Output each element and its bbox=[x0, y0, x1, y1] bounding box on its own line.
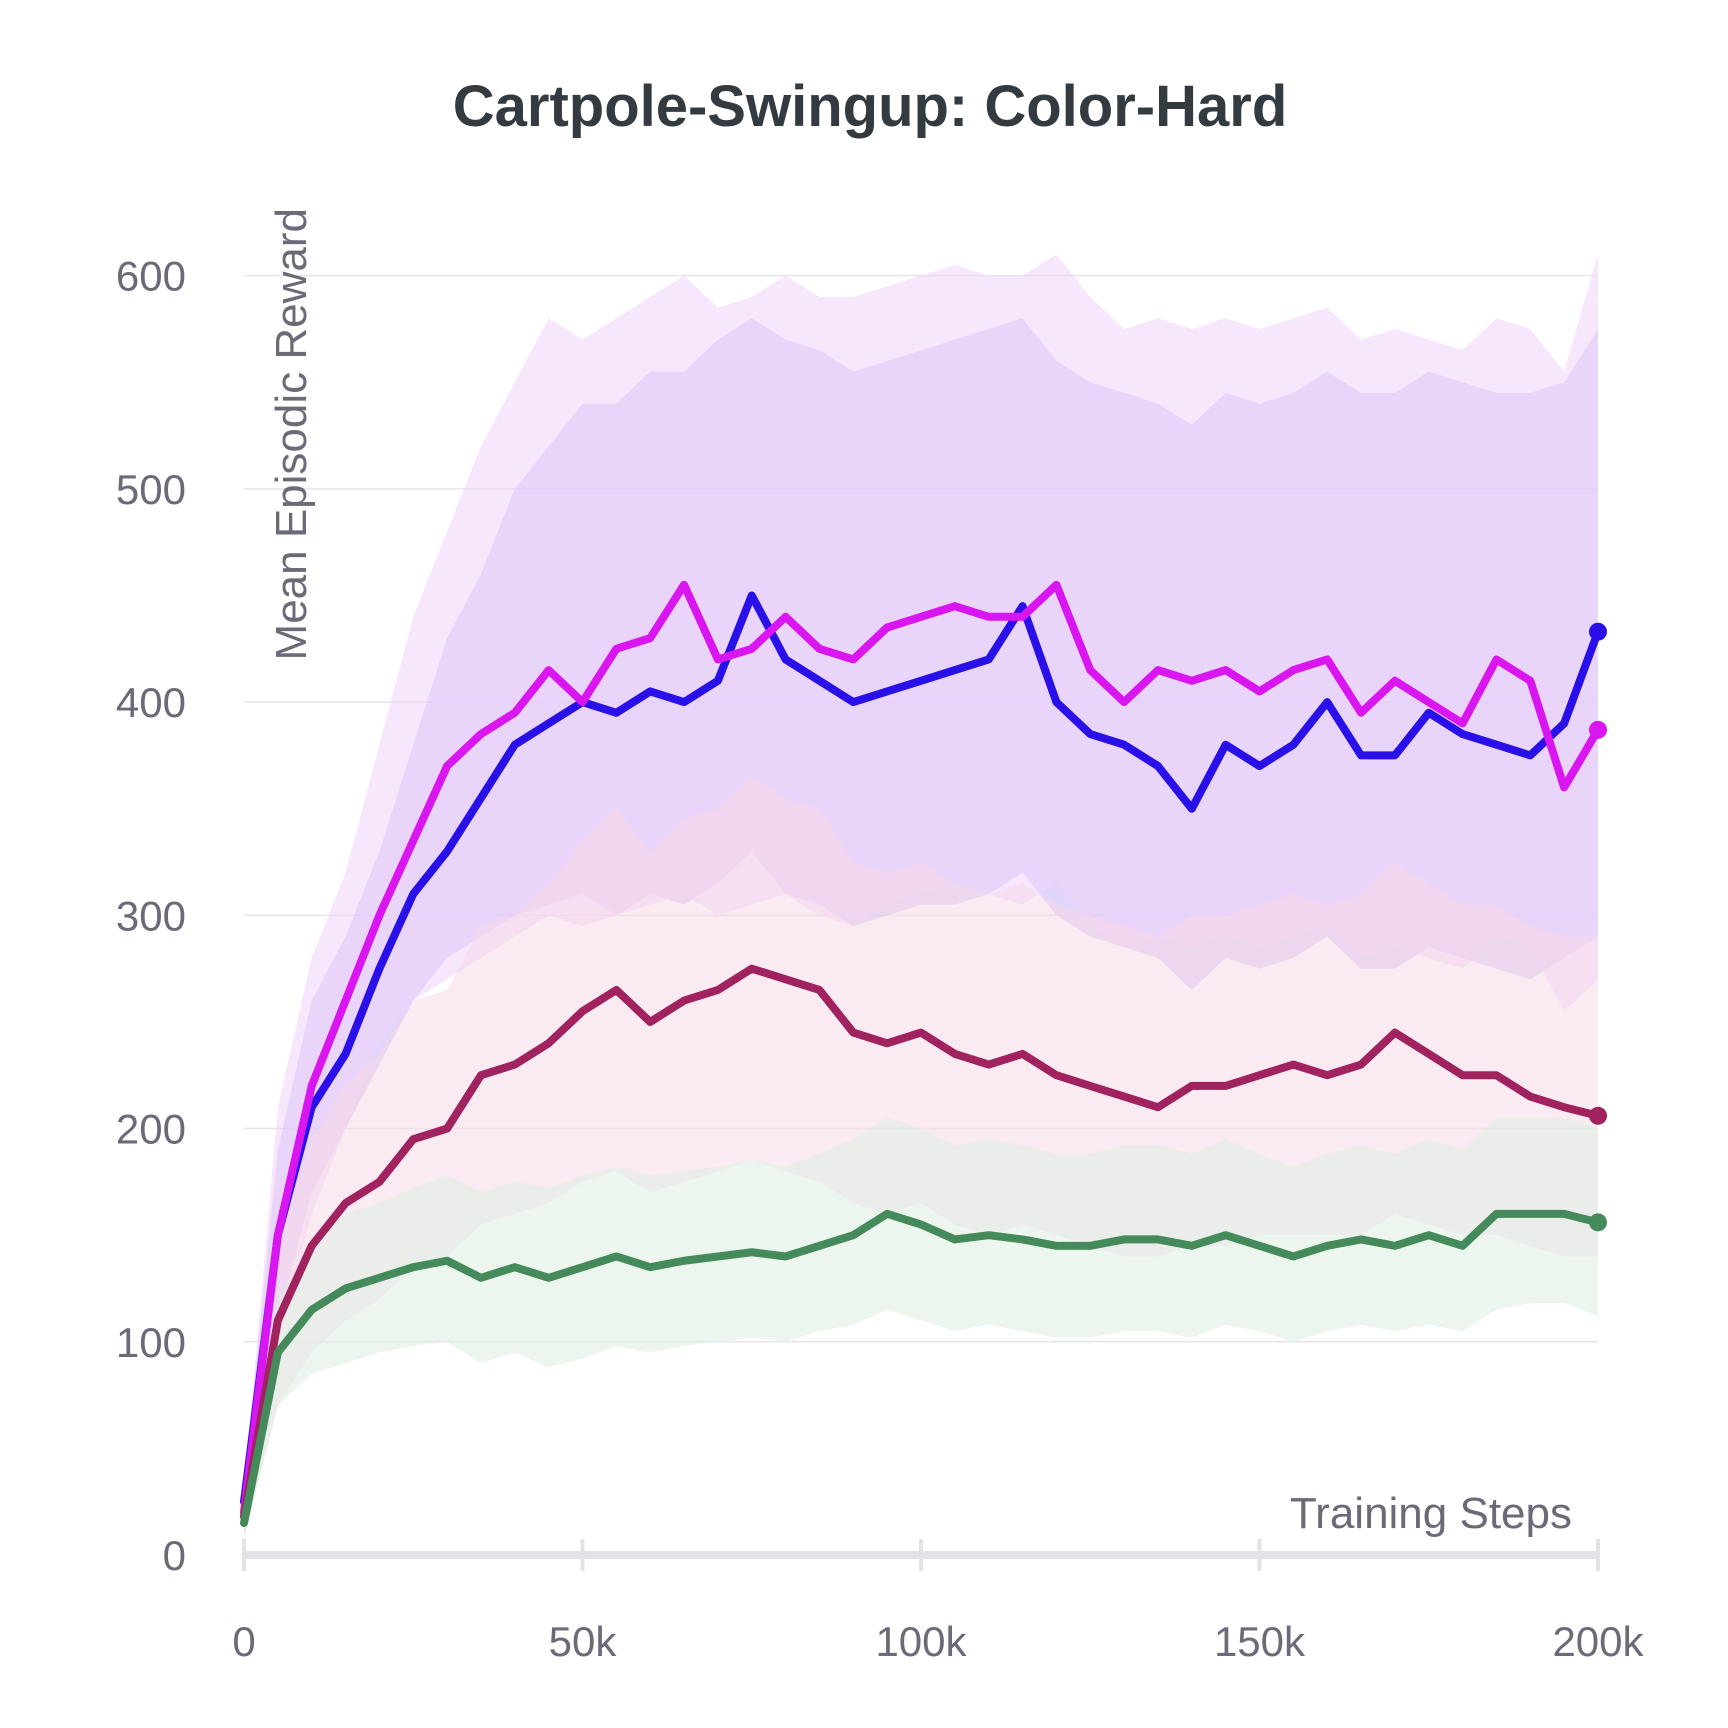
x-axis-ticks: 0 50k 100k 150k 200k bbox=[232, 1618, 1644, 1665]
series-0-endpoint bbox=[1589, 622, 1607, 641]
confidence-bands bbox=[244, 254, 1598, 1538]
y-tick-label: 600 bbox=[116, 253, 186, 300]
series-2-endpoint bbox=[1589, 1106, 1607, 1125]
x-axis bbox=[242, 1539, 1600, 1571]
x-tick-label: 100k bbox=[875, 1618, 967, 1665]
series-3-line bbox=[240, 1209, 1602, 1528]
y-axis-label: Mean Episodic Reward bbox=[267, 208, 316, 660]
x-axis-label: Training Steps bbox=[1290, 1489, 1572, 1538]
series-2-line bbox=[240, 964, 1602, 1521]
series-3-band bbox=[244, 1117, 1598, 1538]
y-tick-label: 100 bbox=[116, 1319, 186, 1366]
series-lines bbox=[240, 580, 1607, 1528]
series-1-line bbox=[240, 580, 1602, 1517]
y-tick-label: 500 bbox=[116, 466, 186, 513]
chart-title: Cartpole-Swingup: Color-Hard bbox=[453, 74, 1288, 139]
series-0-line bbox=[240, 591, 1602, 1506]
y-axis-ticks: 0 100 200 300 400 500 600 bbox=[116, 253, 186, 1579]
x-tick-label: 50k bbox=[549, 1618, 618, 1665]
y-tick-label: 400 bbox=[116, 679, 186, 726]
x-tick-label: 0 bbox=[232, 1618, 255, 1665]
series-1-endpoint bbox=[1589, 720, 1607, 739]
series-3-endpoint bbox=[1589, 1213, 1607, 1232]
y-tick-label: 0 bbox=[163, 1532, 186, 1579]
y-tick-label: 200 bbox=[116, 1106, 186, 1153]
y-tick-label: 300 bbox=[116, 892, 186, 939]
x-tick-label: 200k bbox=[1552, 1618, 1644, 1665]
x-tick-label: 150k bbox=[1214, 1618, 1306, 1665]
